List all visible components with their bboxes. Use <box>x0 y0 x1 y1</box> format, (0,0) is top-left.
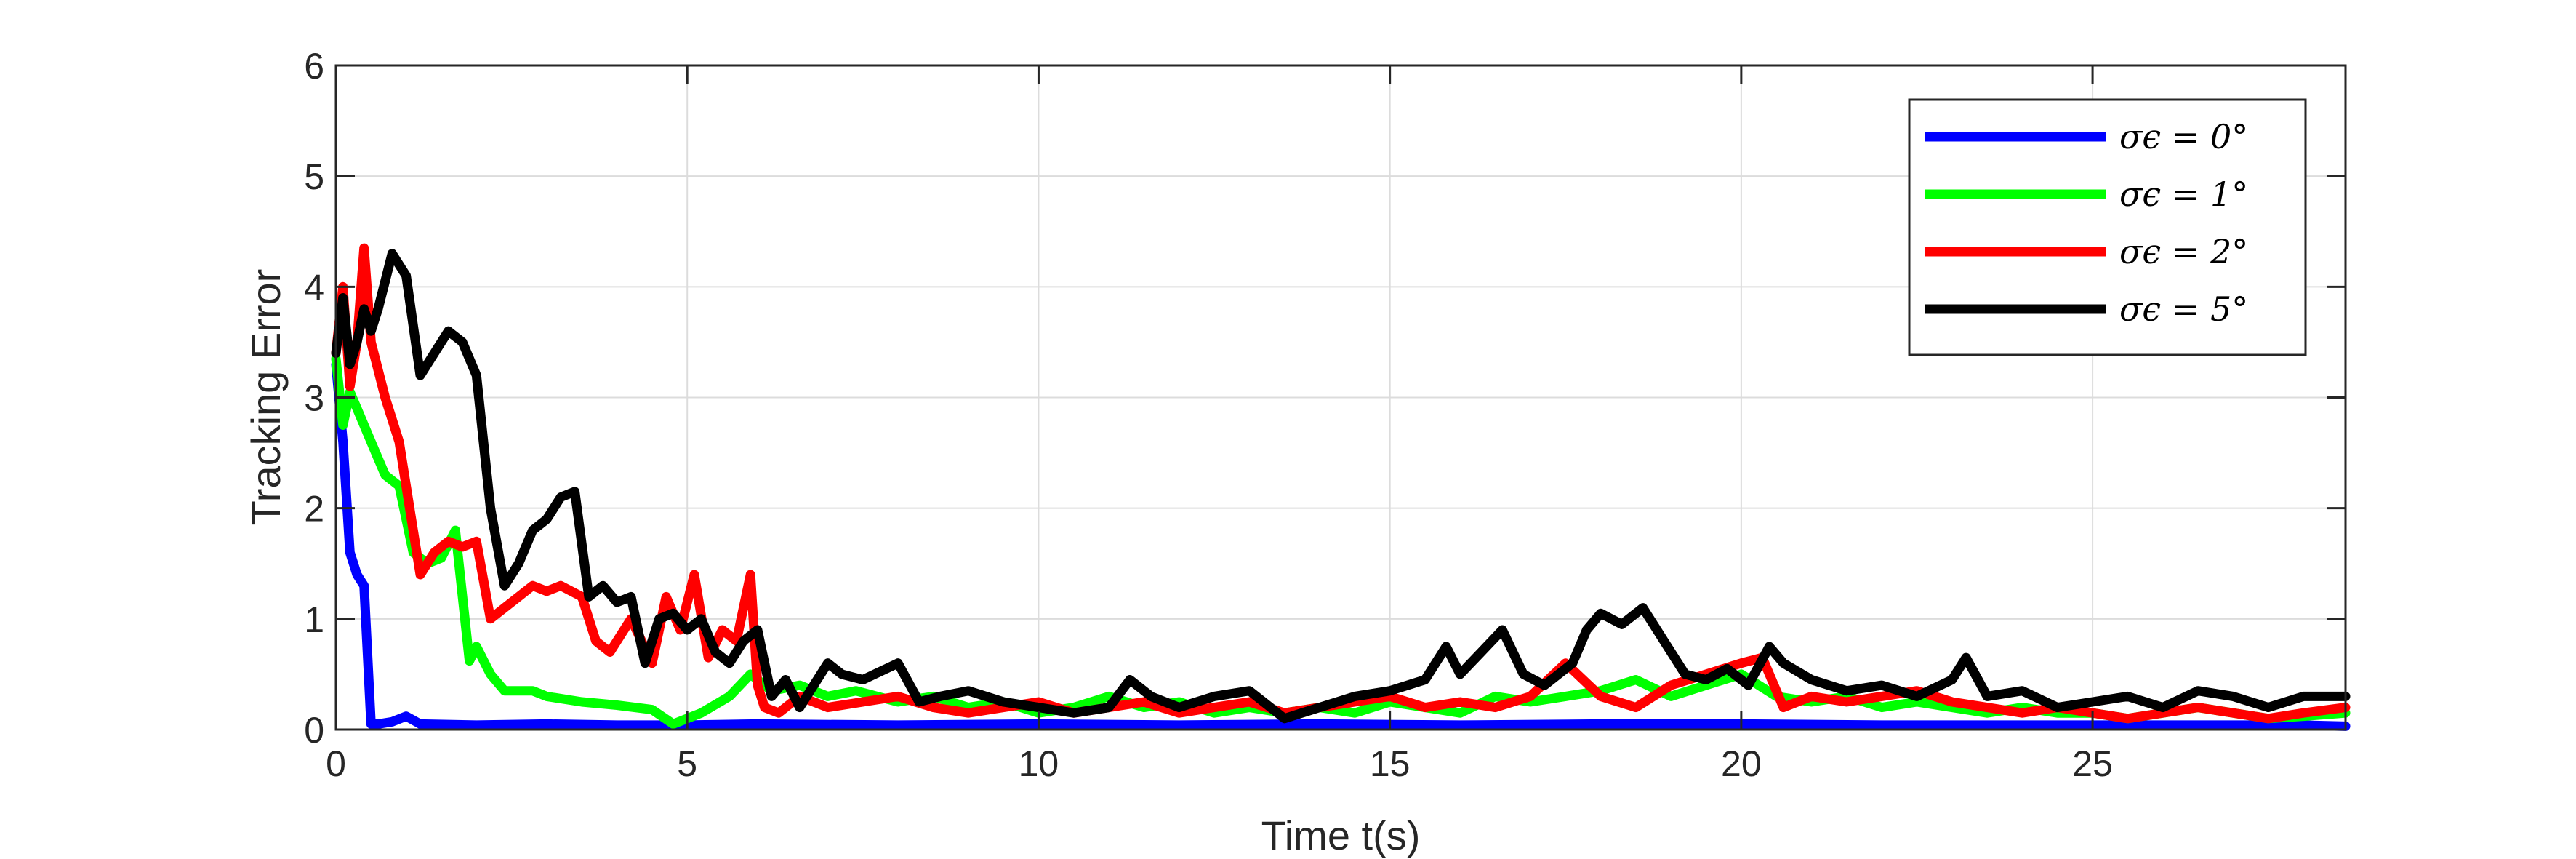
y-axis-title: Tracking Error <box>243 269 289 526</box>
y-tick-label: 0 <box>304 710 324 751</box>
y-tick-label: 6 <box>304 46 324 87</box>
x-tick-label: 5 <box>677 743 697 784</box>
legend-label-3: σϵ = 2° <box>2119 232 2248 271</box>
legend-label-1: σϵ = 0° <box>2119 117 2248 156</box>
legend-label-2: σϵ = 1° <box>2119 175 2248 214</box>
legend: σϵ = 0° σϵ = 1° σϵ = 2° σϵ = 5° <box>1908 98 2307 356</box>
x-tick-label: 15 <box>1370 743 1411 784</box>
x-tick-label: 0 <box>326 743 346 784</box>
y-tick-label: 5 <box>304 156 324 197</box>
series-line-2 <box>331 353 2351 729</box>
y-tick-label: 2 <box>304 489 324 530</box>
y-tick-label: 3 <box>304 378 324 419</box>
axis-ticks: 0 5 10 15 20 25 0 1 2 3 4 5 6 <box>304 46 2346 784</box>
legend-label-4: σϵ = 5° <box>2119 289 2248 329</box>
y-tick-label: 1 <box>304 599 324 640</box>
series-line-4 <box>331 249 2351 724</box>
series-line-3 <box>331 243 2351 724</box>
x-axis-title: Time t(s) <box>1261 812 1421 858</box>
x-tick-label: 25 <box>2072 743 2113 784</box>
x-tick-label: 20 <box>1721 743 1762 784</box>
y-tick-label: 4 <box>304 267 324 308</box>
x-tick-label: 10 <box>1019 743 1059 784</box>
